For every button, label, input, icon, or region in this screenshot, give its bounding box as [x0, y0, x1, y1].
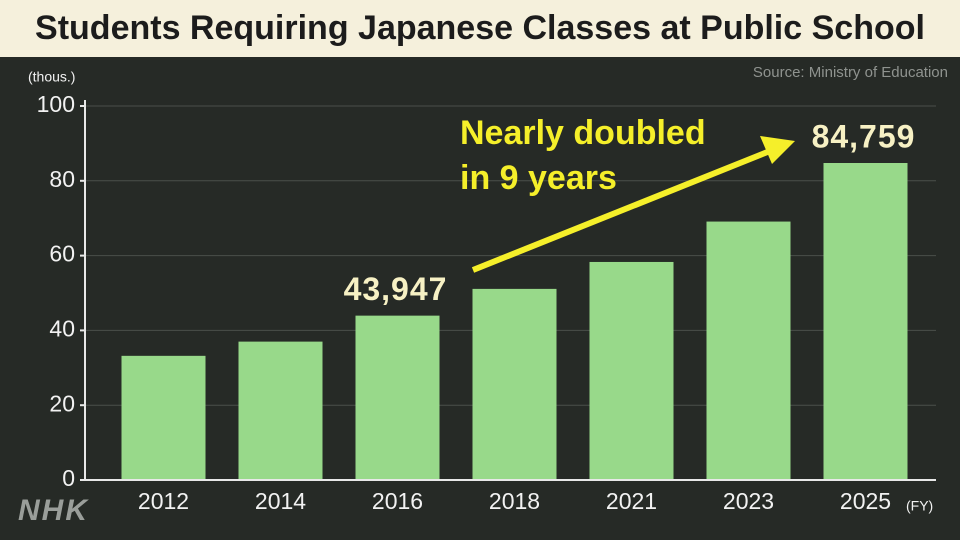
bar — [706, 221, 791, 481]
bar — [823, 163, 908, 480]
bar — [355, 315, 440, 480]
y-tick-label: 60 — [49, 241, 75, 267]
x-tick-label: 2023 — [723, 488, 774, 514]
x-tick-label: 2018 — [489, 488, 540, 514]
bar — [121, 355, 206, 480]
arrow — [471, 148, 772, 273]
value-label: 84,759 — [812, 118, 916, 154]
plot — [85, 105, 936, 481]
x-tick-label: 2021 — [606, 488, 657, 514]
x-unit: (FY) — [906, 498, 933, 514]
logo: NHK — [18, 494, 89, 527]
y-tick-label: 0 — [62, 465, 75, 491]
y-tick-label: 20 — [49, 390, 75, 416]
y-unit: (thous.) — [28, 69, 75, 85]
bar — [589, 261, 674, 480]
annotation: Nearly doubled — [460, 114, 706, 152]
value-label: 43,947 — [344, 271, 448, 307]
x-tick-label: 2012 — [138, 488, 189, 514]
y-tick-label: 80 — [49, 166, 75, 192]
annotation: in 9 years — [460, 159, 617, 197]
x-tick-label: 2016 — [372, 488, 423, 514]
title-band — [0, 0, 960, 57]
y-tick-label: 100 — [37, 91, 75, 117]
source: Source: Ministry of Education — [753, 64, 948, 81]
bar — [238, 341, 323, 480]
x-tick-label: 2014 — [255, 488, 306, 514]
x-tick-label: 2025 — [840, 488, 891, 514]
arrow-head — [760, 136, 795, 164]
bar — [472, 288, 557, 480]
chart-title: Students Requiring Japanese Classes at P… — [35, 9, 925, 47]
y-tick-label: 40 — [49, 315, 75, 341]
